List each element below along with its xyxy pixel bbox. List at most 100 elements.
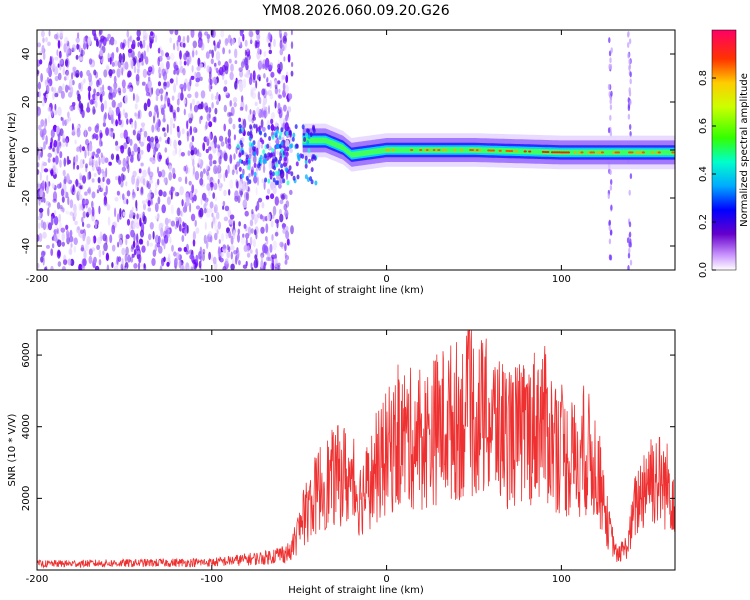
spectrogram-noise-cell — [166, 123, 169, 134]
spectrogram-noise-cell — [255, 248, 258, 254]
spectrogram-noise-cell — [156, 242, 160, 248]
spectrogram-transition-cell — [306, 140, 310, 145]
spectrogram-artifact-cell — [608, 219, 611, 226]
spectrogram-noise-cell — [269, 93, 274, 100]
spectrogram-noise-cell — [254, 214, 259, 224]
spectrogram-noise-cell — [93, 256, 97, 264]
spectrogram-noise-cell — [129, 209, 134, 219]
spectrogram-noise-cell — [220, 252, 224, 258]
spectrogram-noise-cell — [176, 106, 180, 113]
spectrogram-noise-cell — [133, 249, 137, 256]
spectrogram-noise-cell — [146, 44, 149, 53]
spectrogram-noise-cell — [43, 197, 46, 203]
spectrogram-noise-cell — [65, 69, 69, 76]
spectrogram-noise-cell — [170, 204, 174, 215]
spectrogram-noise-cell — [140, 187, 144, 193]
spectrogram-noise-cell — [211, 212, 214, 218]
spectrogram-noise-cell — [195, 77, 200, 83]
spectrogram-noise-cell — [37, 183, 41, 189]
spectrogram-noise-cell — [58, 141, 62, 149]
spectrogram-noise-cell — [165, 81, 170, 88]
spectrogram-peak-cell — [471, 149, 475, 151]
spectrogram-noise-cell — [190, 149, 195, 156]
spectrogram-noise-cell — [58, 52, 62, 59]
spectrogram-noise-cell — [142, 169, 147, 178]
spectrogram-noise-cell — [61, 232, 65, 242]
spectrogram-noise-cell — [39, 171, 42, 181]
spectrogram-noise-cell — [195, 49, 198, 56]
spectrogram-noise-cell — [181, 128, 185, 135]
spectrogram-noise-cell — [141, 81, 146, 86]
spectrogram-noise-cell — [191, 50, 195, 58]
spectrogram-noise-cell — [214, 232, 218, 241]
spectrogram-noise-cell — [270, 118, 274, 125]
spectrogram-noise-cell — [217, 145, 221, 154]
spectrogram-noise-cell — [279, 213, 284, 223]
spectrogram-peak-cell — [514, 150, 518, 153]
spectrogram-transition-cell — [292, 175, 296, 181]
spectrogram-transition-cell — [285, 151, 289, 157]
spectrogram-noise-cell — [58, 58, 64, 65]
spectrogram-artifact-cell — [607, 83, 611, 90]
spectrogram-noise-cell — [180, 210, 183, 217]
spectrogram-noise-cell — [106, 178, 111, 185]
spectrogram-artifact-cell — [610, 179, 613, 185]
spectrogram-noise-cell — [113, 75, 117, 84]
spectrogram-noise-cell — [198, 251, 202, 260]
spectrogram-noise-cell — [47, 152, 52, 158]
spectrogram-noise-cell — [50, 109, 54, 116]
spectrogram-noise-cell — [118, 111, 121, 122]
spectrogram-artifact-cell — [628, 247, 631, 254]
spectrogram-noise-cell — [258, 197, 263, 203]
spectrogram-noise-cell — [206, 240, 209, 250]
spectrogram-noise-cell — [37, 81, 42, 90]
spectrogram-noise-cell — [188, 113, 191, 119]
spectrogram-noise-cell — [116, 190, 120, 196]
spectrogram-noise-cell — [156, 126, 161, 133]
spectrogram-noise-cell — [179, 65, 184, 74]
spectrogram-noise-cell — [227, 164, 230, 174]
spectrogram-peak-cell — [637, 151, 641, 154]
spectrogram-transition-cell — [272, 177, 276, 183]
spectrogram-noise-cell — [88, 71, 91, 78]
spectrogram-noise-cell — [71, 79, 75, 86]
spectrogram-transition-cell — [278, 135, 282, 141]
spectrogram-noise-cell — [285, 230, 290, 240]
spectrogram-noise-cell — [140, 263, 143, 268]
spectrogram-noise-cell — [244, 39, 248, 47]
spectrogram-noise-cell — [183, 165, 187, 172]
spectrogram-artifact-cell — [626, 237, 630, 244]
spectrogram-noise-cell — [84, 149, 87, 159]
spectrogram-noise-cell — [119, 214, 122, 220]
spectrogram-transition-cell — [238, 123, 242, 129]
spectrogram-transition-cell — [253, 163, 257, 168]
spectrogram-noise-cell — [118, 53, 123, 63]
spectrogram-transition-cell — [296, 174, 300, 180]
spectrogram-noise-cell — [230, 251, 233, 260]
spectrogram-noise-cell — [64, 36, 69, 45]
spectrogram-noise-cell — [53, 216, 59, 226]
spectrogram-noise-cell — [76, 127, 81, 138]
spectrogram-transition-cell — [268, 136, 272, 141]
spectrogram-noise-cell — [208, 132, 212, 142]
spectrogram-noise-cell — [75, 146, 80, 153]
spectrogram-noise-cell — [132, 129, 136, 136]
spectrogram-noise-cell — [192, 231, 196, 241]
spectrogram-noise-cell — [97, 157, 100, 162]
spectrogram-noise-cell — [126, 198, 129, 205]
spectrogram-noise-cell — [200, 90, 206, 99]
spectrogram-noise-cell — [248, 173, 251, 178]
spectrogram-noise-cell — [128, 48, 133, 54]
spectrogram-noise-cell — [208, 231, 212, 237]
spectrogram-noise-cell — [122, 42, 126, 49]
spectrogram-transition-cell — [301, 124, 305, 130]
spectrogram-noise-cell — [270, 262, 274, 270]
spectrogram-transition-cell — [253, 171, 257, 177]
spectrogram-transition-cell — [259, 130, 263, 136]
spectrogram-noise-cell — [96, 91, 100, 97]
spectrogram-noise-cell — [284, 259, 288, 265]
spectrogram-noise-cell — [109, 72, 112, 78]
spectrogram-noise-cell — [282, 228, 287, 234]
spectrogram-transition-cell — [280, 148, 284, 154]
spectrogram-noise-cell — [188, 249, 194, 255]
